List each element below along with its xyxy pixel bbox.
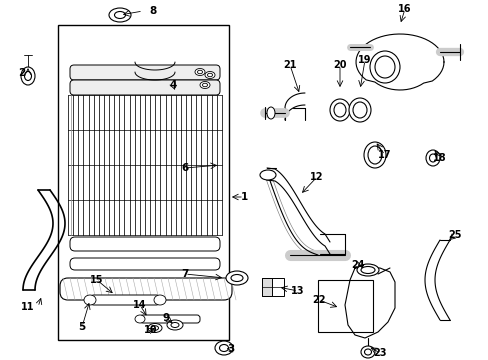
Ellipse shape [374,56,394,78]
Text: 11: 11 [21,302,35,312]
Text: 1: 1 [240,192,247,202]
Ellipse shape [348,98,370,122]
Text: 13: 13 [291,286,304,296]
Text: 18: 18 [432,153,446,163]
Ellipse shape [352,102,366,118]
Ellipse shape [167,320,183,330]
Text: 22: 22 [312,295,325,305]
Text: 20: 20 [332,60,346,70]
Text: 17: 17 [378,150,391,160]
Ellipse shape [21,67,35,85]
Ellipse shape [202,83,207,87]
Ellipse shape [219,345,228,351]
Text: 10: 10 [144,325,158,335]
Ellipse shape [363,142,385,168]
Text: 16: 16 [397,4,411,14]
Text: 2: 2 [19,68,25,78]
Ellipse shape [364,349,371,355]
Ellipse shape [215,341,232,355]
Ellipse shape [333,103,346,117]
Ellipse shape [200,81,209,89]
Ellipse shape [109,8,131,22]
FancyBboxPatch shape [60,278,231,300]
FancyBboxPatch shape [70,237,220,251]
Text: 23: 23 [372,348,386,358]
FancyBboxPatch shape [70,65,220,80]
Text: 15: 15 [90,275,103,285]
Bar [262,278,271,296]
Text: 19: 19 [358,55,371,65]
Ellipse shape [204,72,215,78]
Bar [58,25,228,340]
Text: 4: 4 [169,80,176,90]
Text: 12: 12 [309,172,323,182]
Ellipse shape [24,72,31,81]
Ellipse shape [266,107,274,119]
Ellipse shape [360,266,374,274]
Ellipse shape [367,146,381,164]
Ellipse shape [171,323,179,328]
Text: 7: 7 [181,269,188,279]
Ellipse shape [197,70,202,74]
Ellipse shape [225,271,247,285]
Text: 6: 6 [181,163,188,173]
Text: 14: 14 [133,300,146,310]
Ellipse shape [154,295,165,305]
Text: 3: 3 [227,344,234,354]
Ellipse shape [135,315,145,323]
Text: 5: 5 [78,322,85,332]
Ellipse shape [230,274,243,282]
Ellipse shape [84,295,96,305]
Bar [317,280,372,332]
Text: 8: 8 [149,6,156,16]
Ellipse shape [114,12,125,18]
Ellipse shape [207,73,212,77]
Ellipse shape [425,150,439,166]
Text: 9: 9 [162,313,169,323]
Bar [262,278,284,296]
Ellipse shape [148,324,162,333]
Text: 25: 25 [447,230,461,240]
FancyBboxPatch shape [70,80,220,95]
Ellipse shape [428,154,436,162]
Ellipse shape [329,99,349,121]
Ellipse shape [360,346,374,358]
Ellipse shape [195,68,204,76]
Text: 21: 21 [283,60,296,70]
FancyBboxPatch shape [70,258,220,270]
FancyBboxPatch shape [90,295,160,305]
Ellipse shape [260,170,275,180]
FancyBboxPatch shape [140,315,200,323]
Ellipse shape [356,264,378,276]
Ellipse shape [369,51,399,83]
Text: 24: 24 [350,260,364,270]
Ellipse shape [151,326,158,330]
